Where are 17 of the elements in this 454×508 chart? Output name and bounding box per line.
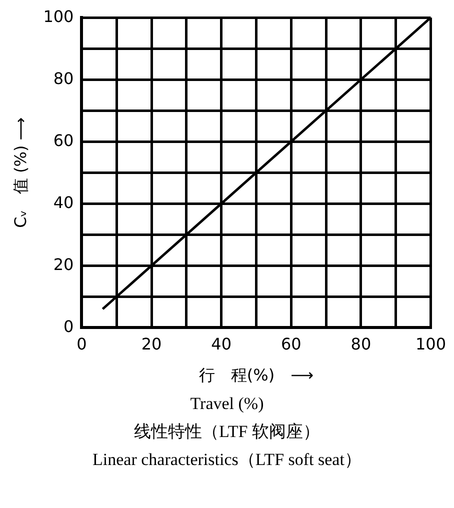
x-tick-label: 40 [211,334,232,354]
text: 线性特性（LTF 软阀座） [133,421,321,443]
x-axis-title: 行 程(%) ⟶ [198,366,314,385]
x-tick-label: 0 [76,334,87,354]
text: Travel (%) [189,393,265,415]
y-axis-title: Cᵥ 值 (%) ⟶ [10,117,30,228]
x-tick-label: 80 [350,334,372,354]
text: Linear characteristics（LTF soft seat） [92,449,362,471]
x-tick-label: 60 [280,334,302,354]
x-tick-label: 100 [415,334,446,354]
y-tick-label: 100 [43,6,74,26]
y-tick-label: 0 [64,316,74,336]
x-tick-label: 20 [141,334,162,354]
y-tick-label: 80 [53,68,74,88]
y-tick-label: 60 [53,130,74,150]
y-tick-label: 20 [53,254,74,274]
y-tick-label: 40 [53,192,74,212]
